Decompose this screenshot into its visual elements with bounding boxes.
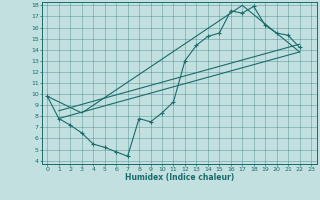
X-axis label: Humidex (Indice chaleur): Humidex (Indice chaleur) bbox=[124, 173, 234, 182]
